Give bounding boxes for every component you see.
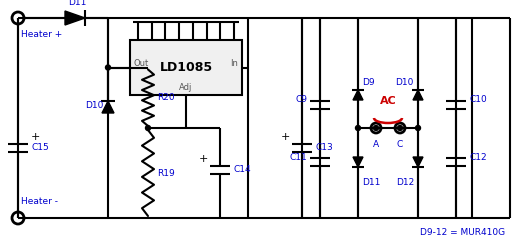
Text: C12: C12 — [469, 153, 487, 161]
Polygon shape — [413, 157, 423, 167]
Text: +: + — [199, 154, 208, 164]
Text: C: C — [397, 140, 403, 149]
Circle shape — [374, 125, 378, 130]
Circle shape — [145, 125, 151, 130]
Text: D12: D12 — [396, 178, 414, 187]
Text: C15: C15 — [31, 144, 49, 153]
Text: R20: R20 — [157, 93, 175, 102]
Text: AC: AC — [380, 96, 396, 106]
Text: D9: D9 — [362, 78, 375, 87]
Text: Adj: Adj — [179, 83, 193, 92]
Text: LD1085: LD1085 — [159, 61, 213, 74]
Text: D9-12 = MUR410G: D9-12 = MUR410G — [420, 228, 505, 235]
Text: +: + — [31, 132, 40, 142]
Text: +: + — [281, 132, 290, 142]
Text: D11: D11 — [68, 0, 86, 7]
Polygon shape — [102, 101, 114, 113]
Text: C14: C14 — [234, 165, 252, 175]
Text: D11: D11 — [362, 178, 380, 187]
Text: C9: C9 — [295, 95, 307, 105]
Circle shape — [416, 125, 420, 130]
Bar — [130, 40, 242, 95]
Text: C11: C11 — [289, 153, 307, 161]
Text: Heater -: Heater - — [21, 197, 58, 206]
Text: Heater +: Heater + — [21, 30, 62, 39]
Text: D10: D10 — [84, 101, 103, 110]
Text: C10: C10 — [469, 95, 487, 105]
Circle shape — [398, 125, 403, 130]
Text: A: A — [373, 140, 379, 149]
Circle shape — [105, 65, 110, 70]
Polygon shape — [353, 157, 363, 167]
Text: D10: D10 — [395, 78, 414, 87]
Text: In: In — [230, 59, 238, 68]
Polygon shape — [413, 90, 423, 100]
Polygon shape — [65, 11, 85, 25]
Text: R19: R19 — [157, 168, 175, 177]
Polygon shape — [353, 90, 363, 100]
Text: C13: C13 — [316, 144, 334, 153]
Text: Out: Out — [134, 59, 149, 68]
Circle shape — [355, 125, 361, 130]
